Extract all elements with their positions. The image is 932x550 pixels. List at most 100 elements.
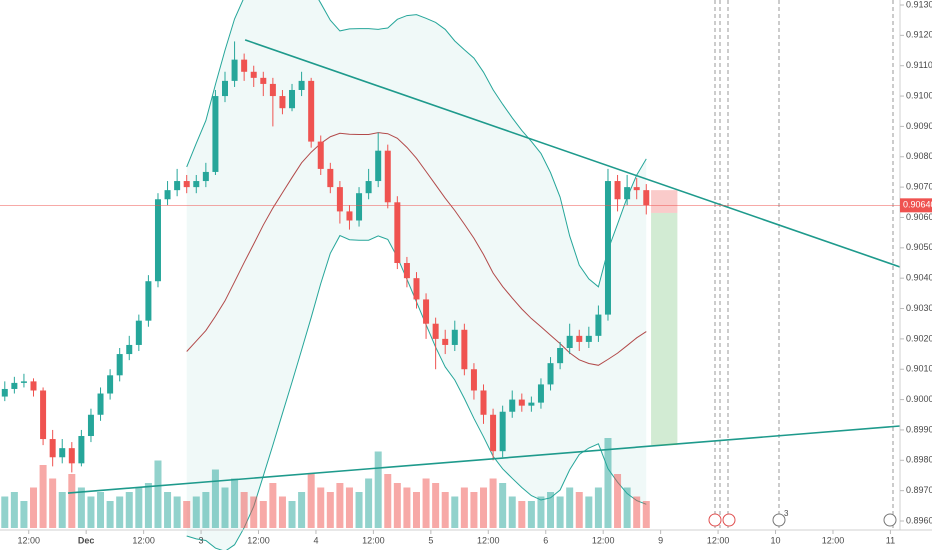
volume-bar [307,474,315,528]
candle-body [480,390,487,415]
candle-body [557,347,564,364]
volume-bar [566,487,574,528]
candle-body [298,80,305,90]
volume-bar [556,496,564,528]
volume-bar [278,496,286,528]
y-tick-label: 0.91300 [906,0,932,9]
event-icon[interactable] [722,513,736,527]
candle-body [499,411,506,452]
volume-bar [269,483,277,528]
candle-body [365,181,372,194]
candle-body [537,384,544,403]
candle-body [183,181,190,188]
x-tick-label: 11 [886,535,895,545]
candle-body [250,71,257,78]
candle-body [49,439,56,458]
candle-body [336,187,343,212]
candle-body [346,211,353,221]
volume-bar [489,478,497,528]
candle-body [413,278,420,300]
volume-bar [374,451,382,528]
volume-bar [183,501,191,528]
candle-body [97,393,104,415]
volume-bar [1,496,9,528]
volume-bar [575,492,583,528]
x-tick-label: 4 [313,535,318,545]
volume-bar [432,483,440,528]
volume-bar [221,487,229,528]
x-tick-label: 12:00 [822,535,845,545]
volume-bar [173,496,181,528]
candle-body [231,59,238,81]
volume-bar [460,487,468,528]
candle-body [202,171,209,182]
candle-body [308,80,315,142]
event-icon[interactable] [772,513,786,527]
candle-body [509,399,516,412]
volume-bar [49,478,57,528]
candle-body [547,363,554,385]
candle-body [595,314,602,336]
trendline [67,425,901,494]
candle-body [461,329,468,370]
candle-body [145,281,152,321]
volume-bar [604,438,612,528]
volume-bar [288,501,296,528]
volume-bar [480,487,488,528]
event-icon[interactable] [708,513,722,527]
candle-body [126,344,133,355]
volume-bar [77,487,85,528]
volume-bar [623,487,631,528]
candle-body [40,390,47,440]
volume-bar [585,496,593,528]
candle-body [423,299,430,324]
event-icon[interactable] [883,513,897,527]
volume-bar [403,487,411,528]
candle-body [576,335,583,342]
x-tick-label: 6 [543,535,548,545]
volume-bar [298,492,306,528]
x-tick-label: 12:00 [362,535,385,545]
x-tick-label: 12:00 [707,535,730,545]
volume-bar [470,492,478,528]
volume-bar [594,487,602,528]
candle-body [633,187,640,191]
volume-bar [317,487,325,528]
volume-bar [144,483,152,528]
candle-body [20,381,27,383]
volume-bar [116,496,124,528]
x-tick-label: 10 [771,535,781,545]
x-tick-label: 9 [658,535,663,545]
volume-bar [365,478,373,528]
candle-body [451,329,458,345]
candle-body [241,59,248,72]
volume-bar [211,469,219,528]
candle-body [585,335,592,342]
volume-bar [451,496,459,528]
volume-bar [547,492,555,528]
candle-body [116,354,123,376]
candle-body [317,141,324,169]
volume-bar [250,496,258,528]
candle-body [442,338,449,345]
candle-body [528,402,535,406]
volume-bar [87,496,95,528]
last-price-box [900,198,932,213]
volume-bar [614,474,622,528]
candle-body [394,202,401,263]
x-tick-label: 12:00 [477,535,500,545]
candle-body [356,193,363,221]
volume-bar [39,465,47,528]
trendline [244,39,901,268]
